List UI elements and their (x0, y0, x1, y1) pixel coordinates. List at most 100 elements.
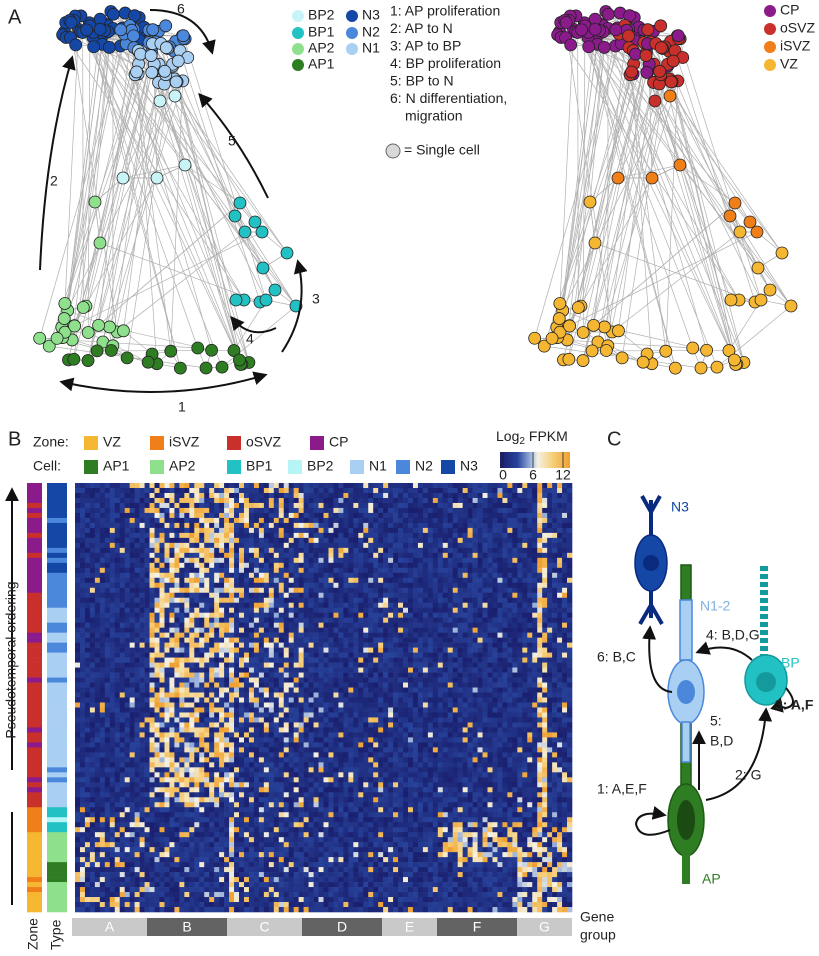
heatmap-cell (274, 658, 279, 663)
heatmap-cell (547, 568, 552, 573)
heatmap-cell (174, 648, 179, 653)
heatmap-cell (319, 603, 324, 608)
heatmap-cell (249, 643, 254, 648)
heatmap-cell (512, 623, 517, 628)
heatmap-cell (478, 643, 483, 648)
heatmap-cell (209, 643, 214, 648)
heatmap-cell (368, 613, 373, 618)
heatmap-cell (274, 593, 279, 598)
heatmap-cell (567, 658, 572, 663)
heatmap-cell (423, 488, 428, 493)
heatmap-cell (105, 533, 110, 538)
heatmap-cell (383, 573, 388, 578)
heatmap-cell (328, 543, 333, 548)
heatmap-cell (398, 538, 403, 543)
heatmap-cell (443, 493, 448, 498)
heatmap-cell (473, 543, 478, 548)
heatmap-cell (418, 503, 423, 508)
heatmap-cell (309, 493, 314, 498)
heatmap-cell (443, 513, 448, 518)
heatmap-cell (418, 498, 423, 503)
heatmap-cell (557, 653, 562, 658)
heatmap-cell (398, 653, 403, 658)
heatmap-cell (299, 633, 304, 638)
heatmap-cell (453, 503, 458, 508)
heatmap-cell (433, 523, 438, 528)
heatmap-cell (179, 483, 184, 488)
heatmap-cell (115, 633, 120, 638)
heatmap-cell (120, 603, 125, 608)
heatmap-cell (259, 573, 264, 578)
heatmap-cell (140, 573, 145, 578)
heatmap-cell (343, 493, 348, 498)
heatmap-cell (214, 658, 219, 663)
heatmap-cell (169, 618, 174, 623)
heatmap-cell (413, 503, 418, 508)
heatmap-cell (259, 618, 264, 623)
heatmap-cell (408, 543, 413, 548)
heatmap-cell (219, 648, 224, 653)
heatmap-cell (547, 553, 552, 558)
heatmap-cell (299, 558, 304, 563)
heatmap-cell (408, 608, 413, 613)
cell-node (88, 41, 100, 53)
heatmap-cell (219, 573, 224, 578)
heatmap-cell (408, 598, 413, 603)
heatmap-cell (239, 608, 244, 613)
heatmap-cell (333, 643, 338, 648)
heatmap-cell (448, 638, 453, 643)
heatmap-cell (408, 528, 413, 533)
heatmap-cell (209, 538, 214, 543)
heatmap-cell (105, 608, 110, 613)
type-cell (47, 553, 67, 558)
heatmap-cell (105, 653, 110, 658)
heatmap-cell (338, 513, 343, 518)
heatmap-cell (259, 518, 264, 523)
heatmap-cell (338, 523, 343, 528)
heatmap-cell (358, 548, 363, 553)
heatmap-cell (135, 508, 140, 513)
heatmap-cell (95, 648, 100, 653)
heatmap-cell (428, 528, 433, 533)
heatmap-cell (478, 563, 483, 568)
heatmap-cell (423, 653, 428, 658)
heatmap-cell (150, 623, 155, 628)
heatmap-cell (110, 498, 115, 503)
heatmap-cell (169, 498, 174, 503)
heatmap-cell (314, 503, 319, 508)
heatmap-cell (169, 578, 174, 583)
heatmap-cell (363, 533, 368, 538)
heatmap-cell (478, 648, 483, 653)
heatmap-cell (537, 538, 542, 543)
heatmap-cell (398, 563, 403, 568)
heatmap-cell (319, 538, 324, 543)
heatmap-cell (219, 513, 224, 518)
heatmap-cell (413, 643, 418, 648)
heatmap-cell (338, 493, 343, 498)
heatmap-cell (194, 568, 199, 573)
heatmap-cell (274, 558, 279, 563)
heatmap-cell (388, 518, 393, 523)
heatmap-cell (488, 483, 493, 488)
heatmap-cell (164, 528, 169, 533)
heatmap-cell (90, 498, 95, 503)
heatmap-cell (532, 508, 537, 513)
heatmap-cell (159, 618, 164, 623)
heatmap-cell (219, 538, 224, 543)
heatmap-cell (80, 548, 85, 553)
heatmap-cell (433, 518, 438, 523)
heatmap-cell (194, 503, 199, 508)
heatmap-cell (473, 628, 478, 633)
heatmap-cell (483, 528, 488, 533)
heatmap-cell (159, 523, 164, 528)
zone-cell (27, 498, 42, 503)
heatmap-cell (378, 603, 383, 608)
heatmap-cell (159, 658, 164, 663)
heatmap-cell (110, 623, 115, 628)
heatmap-cell (542, 563, 547, 568)
heatmap-cell (324, 553, 329, 558)
heatmap-cell (328, 493, 333, 498)
heatmap-cell (155, 623, 160, 628)
heatmap-cell (204, 578, 209, 583)
heatmap-cell (547, 583, 552, 588)
